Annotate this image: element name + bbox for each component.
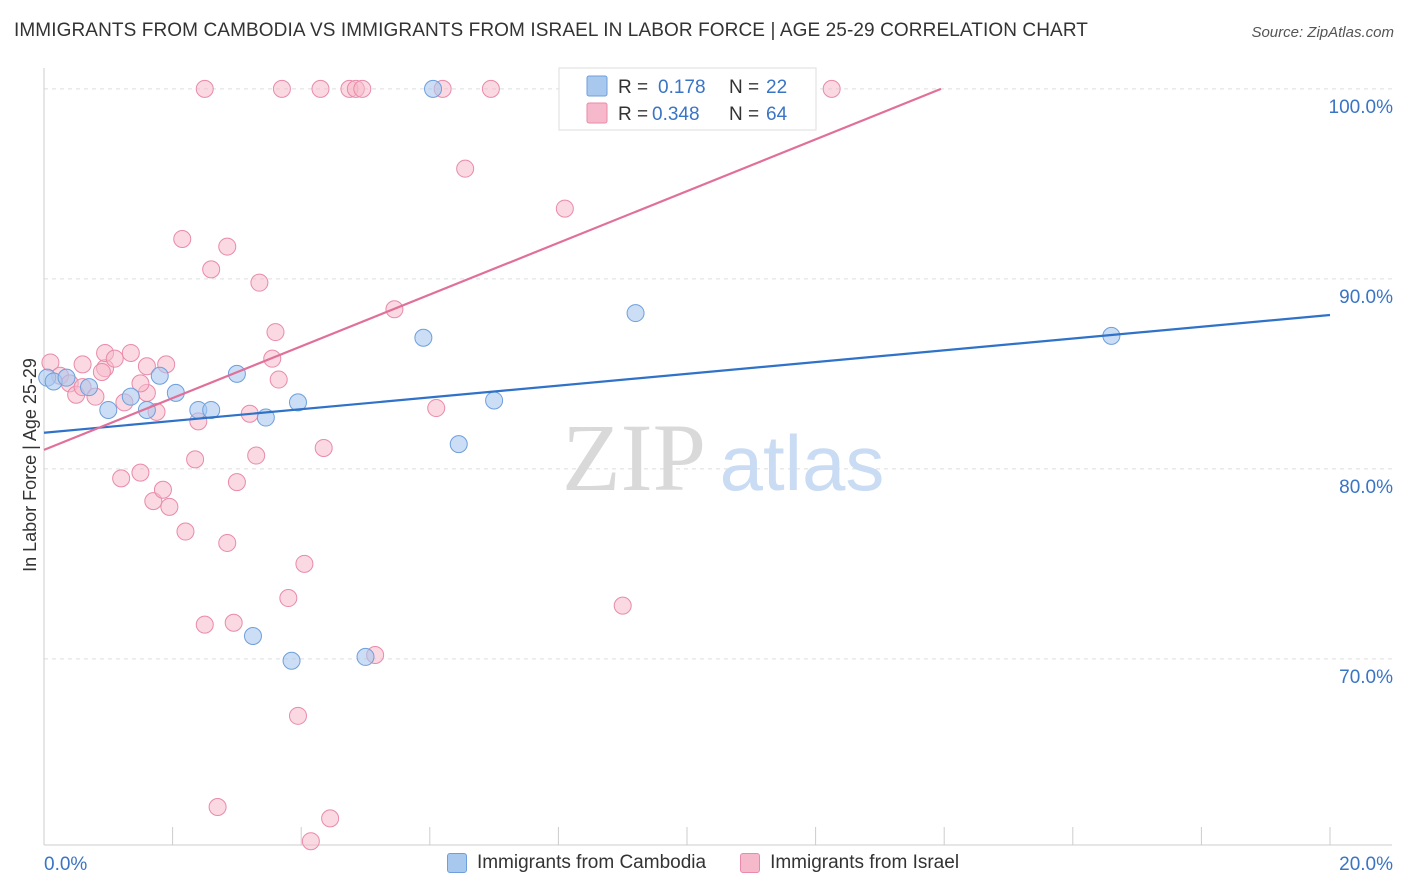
legend-r-label-israel: R = <box>618 104 648 125</box>
point-israel <box>314 438 333 457</box>
point-israel <box>427 399 446 418</box>
watermark-zip: ZIP <box>562 404 706 511</box>
point-israel <box>112 469 131 488</box>
trend-line-cambodia <box>43 313 1331 434</box>
legend-r-label-cambodia: R = <box>618 77 648 98</box>
legend-label-israel: Immigrants from Israel <box>770 852 960 873</box>
legend-n-value-israel: 64 <box>766 104 788 125</box>
point-israel <box>195 615 214 634</box>
point-israel <box>288 706 307 725</box>
source-note: Source: ZipAtlas.com <box>1251 24 1394 41</box>
point-israel <box>202 260 221 279</box>
point-israel <box>311 79 330 98</box>
point-cambodia <box>485 391 504 410</box>
point-israel <box>195 79 214 98</box>
point-israel <box>301 832 320 851</box>
point-israel <box>121 343 140 362</box>
point-israel <box>295 554 314 573</box>
point-cambodia <box>282 651 301 670</box>
point-cambodia <box>150 366 169 385</box>
point-israel <box>131 463 150 482</box>
point-israel <box>613 596 632 615</box>
point-israel <box>279 589 298 608</box>
point-cambodia <box>288 393 307 412</box>
point-israel <box>250 273 269 292</box>
x-tick-label-max: 20.0% <box>1339 854 1393 875</box>
y-tick-labels: 100.0% 90.0% 80.0% 70.0% <box>1329 97 1394 688</box>
point-israel <box>822 79 841 98</box>
point-israel <box>131 374 150 393</box>
point-cambodia <box>424 79 443 98</box>
point-cambodia <box>57 368 76 387</box>
point-israel <box>247 446 266 465</box>
y-tick-label: 70.0% <box>1339 667 1393 688</box>
point-israel <box>208 798 227 817</box>
point-cambodia <box>626 304 645 323</box>
series-legend: Immigrants from Cambodia Immigrants from… <box>0 852 1406 874</box>
watermark: ZIP atlas <box>562 404 884 511</box>
legend-r-value-cambodia: 0.178 <box>658 77 706 98</box>
gridlines <box>44 88 1392 660</box>
point-israel <box>321 809 340 828</box>
point-cambodia <box>243 627 262 646</box>
point-cambodia <box>99 400 118 419</box>
point-israel <box>153 480 172 499</box>
point-israel <box>266 323 285 342</box>
point-israel <box>555 199 574 218</box>
point-israel <box>272 79 291 98</box>
legend-swatch-cambodia-bottom <box>446 853 467 873</box>
point-cambodia <box>80 378 99 397</box>
legend-n-label-israel: N = <box>729 104 759 125</box>
y-tick-label: 100.0% <box>1329 97 1394 118</box>
series-cambodia-points <box>38 79 1121 670</box>
trend-lines <box>43 87 1331 451</box>
x-tick-label-min: 0.0% <box>44 854 87 875</box>
x-tick-labels: 0.0% 20.0% <box>44 854 1393 875</box>
legend-label-cambodia: Immigrants from Cambodia <box>476 852 707 873</box>
point-cambodia <box>356 647 375 666</box>
correlation-legend: R = 0.178 N = 22 R = 0.348 N = 64 <box>558 67 817 131</box>
legend-item-cambodia: Immigrants from Cambodia <box>446 852 707 874</box>
y-axis-title: In Labor Force | Age 25-29 <box>20 358 40 572</box>
watermark-atlas: atlas <box>720 419 885 507</box>
point-israel <box>218 237 237 256</box>
point-cambodia <box>449 435 468 454</box>
legend-n-label-cambodia: N = <box>729 77 759 98</box>
point-israel <box>186 450 205 469</box>
point-israel <box>269 370 288 389</box>
point-israel <box>456 159 475 178</box>
legend-swatch-israel <box>586 102 608 124</box>
point-israel <box>353 79 372 98</box>
point-israel <box>481 79 500 98</box>
legend-item-israel: Immigrants from Israel <box>740 852 959 874</box>
y-tick-label: 90.0% <box>1339 287 1393 308</box>
point-israel <box>92 362 111 381</box>
point-israel <box>224 613 243 632</box>
point-israel <box>227 473 246 492</box>
point-israel <box>176 522 195 541</box>
point-israel <box>218 533 237 552</box>
legend-swatch-cambodia <box>586 75 608 97</box>
point-israel <box>73 355 92 374</box>
axes <box>43 68 1392 846</box>
point-israel <box>105 349 124 368</box>
chart-title: IMMIGRANTS FROM CAMBODIA VS IMMIGRANTS F… <box>14 20 1089 41</box>
point-cambodia <box>414 328 433 347</box>
legend-n-value-cambodia: 22 <box>766 77 787 98</box>
trend-line-israel <box>43 87 942 451</box>
y-tick-label: 80.0% <box>1339 477 1393 498</box>
legend-r-value-israel: 0.348 <box>652 104 700 125</box>
legend-swatch-israel-bottom <box>740 853 761 873</box>
point-israel <box>137 357 156 376</box>
point-israel <box>160 497 179 516</box>
point-cambodia <box>121 387 140 406</box>
point-israel <box>173 229 192 248</box>
